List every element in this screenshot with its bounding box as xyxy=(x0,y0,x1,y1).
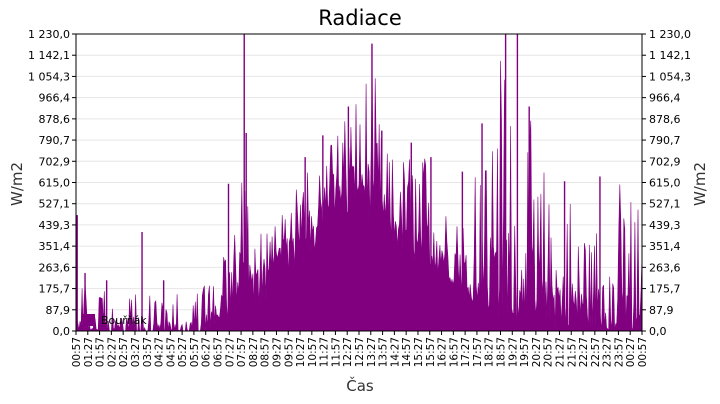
y-tick-label: 175,7 xyxy=(649,283,681,296)
y-tick-label: 263,6 xyxy=(39,261,71,274)
x-tick-label: 01:57 xyxy=(95,337,107,367)
x-tick-label: 06:57 xyxy=(213,337,225,367)
x-tick-label: 09:57 xyxy=(283,337,295,367)
x-tick-label: 14:27 xyxy=(389,337,401,367)
x-tick-label: 02:27 xyxy=(106,337,118,367)
y-tick-label: 0,0 xyxy=(53,325,71,338)
y-tick-label: 439,3 xyxy=(649,219,681,232)
x-tick-label: 10:27 xyxy=(295,337,307,367)
y-tick-label: 87,9 xyxy=(46,304,71,317)
x-tick-label: 18:57 xyxy=(496,337,508,367)
y-tick-label: 527,1 xyxy=(649,198,681,211)
x-tick-label: 04:27 xyxy=(154,337,166,367)
y-tick-label: 0,0 xyxy=(649,325,667,338)
x-tick-label: 03:57 xyxy=(142,337,154,367)
series-area xyxy=(75,34,643,333)
x-tick-label: 05:27 xyxy=(177,337,189,367)
y-axis-left: 0,0 87,9 175,7 263,6 351,4 439,3 527,1 615,0 702… xyxy=(28,28,76,338)
y-axis-title-left: W/m2 xyxy=(8,162,26,206)
y-tick-label: 1 054,3 xyxy=(649,70,691,83)
x-tick-label: 18:27 xyxy=(484,337,496,367)
x-tick-label: 17:27 xyxy=(460,337,472,367)
x-tick-label: 16:57 xyxy=(448,337,460,367)
x-tick-label: 05:57 xyxy=(189,337,201,367)
legend: Bouřňák xyxy=(83,314,147,327)
y-tick-label: 1 142,1 xyxy=(649,49,691,62)
y-tick-label: 263,6 xyxy=(649,261,681,274)
x-tick-label: 12:27 xyxy=(342,337,354,367)
x-tick-label: 20:27 xyxy=(531,337,543,367)
y-tick-label: 1 230,0 xyxy=(28,28,70,41)
x-tick-label: 02:57 xyxy=(118,337,130,367)
x-tick-label: 21:27 xyxy=(554,337,566,367)
x-tick-label: 11:27 xyxy=(319,337,331,367)
x-tick-label: 11:57 xyxy=(330,337,342,367)
x-tick-label: 04:57 xyxy=(165,337,177,367)
chart-title: Radiace xyxy=(318,6,402,30)
y-axis-title-right: W/m2 xyxy=(691,162,709,206)
y-tick-label: 615,0 xyxy=(39,177,71,190)
x-tick-label: 22:57 xyxy=(590,337,602,367)
y-tick-label: 790,7 xyxy=(39,134,71,147)
y-tick-label: 1 230,0 xyxy=(649,28,691,41)
x-tick-label: 22:27 xyxy=(578,337,590,367)
x-tick-label: 19:57 xyxy=(519,337,531,367)
x-axis: 00:57 01:27 01:57 02:27 02:57 03:27 03:57 04:27… xyxy=(71,331,649,367)
y-tick-label: 527,1 xyxy=(39,198,71,211)
legend-label: Bouřňák xyxy=(101,314,147,327)
x-tick-label: 19:27 xyxy=(507,337,519,367)
legend-swatch xyxy=(83,314,95,326)
x-tick-label: 03:27 xyxy=(130,337,142,367)
x-tick-label: 07:57 xyxy=(236,337,248,367)
y-tick-label: 615,0 xyxy=(649,177,681,190)
y-tick-label: 702,9 xyxy=(649,155,681,168)
x-tick-label: 08:57 xyxy=(260,337,272,367)
x-tick-label: 01:27 xyxy=(83,337,95,367)
y-tick-label: 702,9 xyxy=(39,155,71,168)
x-tick-label: 00:57 xyxy=(637,337,649,367)
y-tick-label: 87,9 xyxy=(649,304,674,317)
x-tick-label: 12:57 xyxy=(354,337,366,367)
x-tick-label: 14:57 xyxy=(401,337,413,367)
x-tick-label: 08:27 xyxy=(248,337,260,367)
x-axis-title: Čas xyxy=(346,376,374,395)
x-tick-label: 16:27 xyxy=(437,337,449,367)
x-tick-label: 00:27 xyxy=(625,337,637,367)
x-tick-label: 06:27 xyxy=(201,337,213,367)
y-tick-label: 351,4 xyxy=(649,240,681,253)
series-area-bourak xyxy=(75,60,643,333)
y-tick-label: 878,6 xyxy=(649,113,681,126)
x-tick-label: 10:57 xyxy=(307,337,319,367)
y-tick-label: 175,7 xyxy=(39,283,71,296)
y-tick-label: 439,3 xyxy=(39,219,71,232)
y-tick-label: 878,6 xyxy=(39,113,71,126)
x-tick-label: 23:57 xyxy=(613,337,625,367)
y-tick-label: 351,4 xyxy=(39,240,71,253)
x-tick-label: 20:57 xyxy=(543,337,555,367)
y-tick-label: 1 142,1 xyxy=(28,49,70,62)
x-tick-label: 15:57 xyxy=(425,337,437,367)
x-tick-label: 23:27 xyxy=(602,337,614,367)
x-tick-label: 15:27 xyxy=(413,337,425,367)
y-axis-right: 0,0 87,9 175,7 263,6 351,4 439,3 527,1 615,0 702… xyxy=(642,28,691,338)
y-tick-label: 1 054,3 xyxy=(28,70,70,83)
x-tick-label: 13:57 xyxy=(378,337,390,367)
x-tick-label: 13:27 xyxy=(366,337,378,367)
x-tick-label: 17:57 xyxy=(472,337,484,367)
x-tick-label: 09:27 xyxy=(271,337,283,367)
x-tick-label: 21:57 xyxy=(566,337,578,367)
x-tick-label: 00:57 xyxy=(71,337,83,367)
y-tick-label: 966,4 xyxy=(39,92,71,105)
y-tick-label: 790,7 xyxy=(649,134,681,147)
y-tick-label: 966,4 xyxy=(649,92,681,105)
x-tick-label: 07:27 xyxy=(224,337,236,367)
